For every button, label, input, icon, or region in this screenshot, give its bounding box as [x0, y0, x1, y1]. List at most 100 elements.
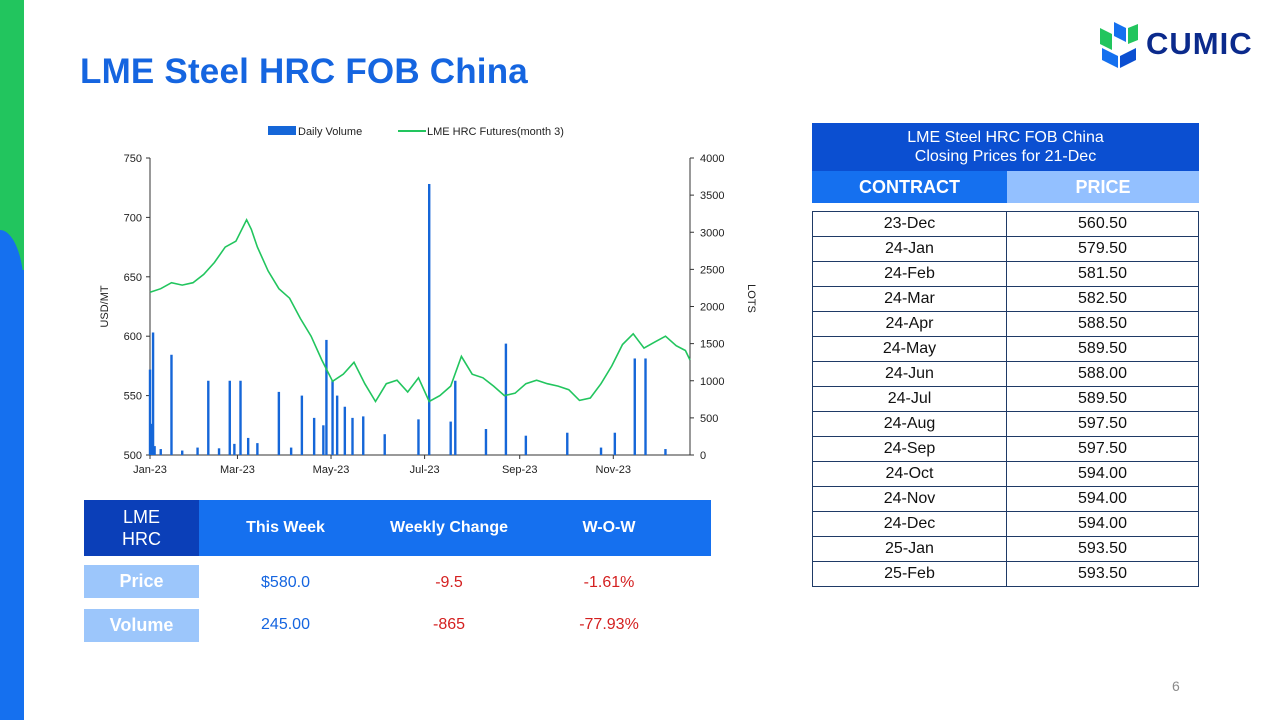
legend-label-futures: LME HRC Futures(month 3): [427, 126, 564, 138]
futures-price-line: [149, 218, 691, 404]
x-tick-label: Jan-23: [133, 464, 167, 476]
volume-bar: [153, 446, 156, 455]
logo-text: CUMIC: [1146, 26, 1253, 61]
price-cell: 589.50: [1006, 386, 1199, 412]
price-cell: 581.50: [1006, 261, 1199, 287]
page-title: LME Steel HRC FOB China: [80, 52, 528, 91]
volume-bar: [335, 395, 339, 455]
y-axis-left-label: USD/MT: [99, 285, 111, 327]
contract-cell: 24-Mar: [812, 286, 1007, 312]
volume-bar: [351, 417, 354, 455]
price-cell: 589.50: [1006, 336, 1199, 362]
closing-price-row: 24-May 589.50: [812, 336, 1199, 362]
volume-bar: [207, 380, 210, 455]
summary-label-line2: HRC: [122, 529, 161, 549]
y-right-tick-label: 4000: [700, 153, 724, 165]
price-cell: 588.50: [1006, 311, 1199, 337]
column-header-price: PRICE: [1007, 171, 1199, 203]
closing-price-row: 24-Apr 588.50: [812, 311, 1199, 337]
price-wow: -1.61%: [583, 574, 635, 591]
price-cell: 593.50: [1006, 561, 1199, 587]
y-left-tick-label: 650: [124, 272, 142, 284]
summary-header: LME HRC This Week Weekly Change W-O-W: [84, 500, 711, 556]
legend-swatch-daily-volume: [268, 126, 296, 135]
closing-prices-subtitle: Closing Prices for 21-Dec: [914, 148, 1097, 165]
volume-bar: [613, 432, 617, 455]
volume-bar: [151, 332, 155, 455]
x-tick-label: May-23: [313, 464, 350, 476]
closing-price-row: 24-Oct 594.00: [812, 461, 1199, 487]
volume-bar: [454, 380, 457, 455]
closing-price-row: 25-Jan 593.50: [812, 536, 1199, 562]
volume-bar: [148, 369, 152, 455]
x-tick-label: Nov-23: [596, 464, 631, 476]
logo-mark-icon: [1100, 22, 1138, 68]
contract-cell: 24-Oct: [812, 461, 1007, 487]
closing-price-row: 24-Nov 594.00: [812, 486, 1199, 512]
column-header-contract: CONTRACT: [812, 171, 1007, 203]
volume-bar: [664, 449, 667, 455]
contract-cell: 24-Nov: [812, 486, 1007, 512]
volume-bar: [449, 421, 452, 455]
volume-bar: [524, 435, 528, 455]
contract-cell: 24-May: [812, 336, 1007, 362]
closing-prices-header: LME Steel HRC FOB China Closing Prices f…: [812, 123, 1199, 171]
price-cell: 579.50: [1006, 236, 1199, 262]
y-left-tick-label: 700: [124, 212, 142, 224]
volume-bar: [343, 406, 347, 455]
volume-bar: [289, 447, 293, 455]
y-left-tick-label: 500: [124, 450, 142, 462]
page-number: 6: [1172, 678, 1180, 694]
closing-price-row: 23-Dec 560.50: [812, 211, 1199, 237]
summary-label: LME HRC: [84, 500, 199, 556]
contract-cell: 24-Sep: [812, 436, 1007, 462]
y-right-tick-label: 500: [700, 413, 718, 425]
closing-price-row: 24-Mar 582.50: [812, 286, 1199, 312]
column-header-wow: W-O-W: [582, 519, 636, 536]
y-right-tick-label: 0: [700, 450, 706, 462]
price-cell: 593.50: [1006, 536, 1199, 562]
price-cell: 597.50: [1006, 411, 1199, 437]
volume-bar: [484, 429, 488, 455]
y-right-tick-label: 1000: [700, 376, 724, 388]
y-right-tick-label: 2000: [700, 302, 724, 314]
contract-cell: 24-Aug: [812, 411, 1007, 437]
volume-bar: [322, 425, 325, 455]
contract-cell: 24-Dec: [812, 511, 1007, 537]
cumic-logo: CUMIC: [1098, 20, 1258, 70]
x-tick-label: Mar-23: [220, 464, 255, 476]
closing-price-row: 24-Sep 597.50: [812, 436, 1199, 462]
volume-bar: [325, 339, 328, 455]
volume-bar: [196, 447, 199, 455]
x-tick-label: Sep-23: [502, 464, 537, 476]
closing-price-row: 24-Dec 594.00: [812, 511, 1199, 537]
volume-bar: [599, 447, 603, 455]
closing-price-row: 24-Feb 581.50: [812, 261, 1199, 287]
closing-price-row: 24-Jun 588.00: [812, 361, 1199, 387]
price-cell: 594.00: [1006, 511, 1199, 537]
volume-bar: [239, 380, 242, 455]
price-cell: 594.00: [1006, 486, 1199, 512]
volume-bar: [217, 448, 221, 455]
price-this-week: $580.0: [261, 574, 310, 591]
left-accent-bar: [0, 0, 24, 720]
volume-bar: [277, 391, 281, 455]
y-axis-right-label: LOTS: [745, 284, 757, 313]
volume-bar: [233, 443, 236, 455]
column-header-weekly-change: Weekly Change: [390, 519, 508, 536]
y-left-tick-label: 600: [124, 331, 142, 343]
volume-bar: [417, 419, 420, 455]
volume-weekly-change: -865: [432, 616, 466, 633]
contract-cell: 25-Feb: [812, 561, 1007, 587]
volume-bar: [633, 358, 636, 455]
x-tick-label: Jul-23: [410, 464, 440, 476]
volume-bar: [256, 443, 259, 455]
volume-bar: [383, 434, 386, 455]
volume-bar: [566, 432, 569, 455]
volume-bar: [228, 380, 231, 455]
contract-cell: 24-Jul: [812, 386, 1007, 412]
volume-bar: [159, 449, 162, 455]
closing-price-row: 24-Aug 597.50: [812, 411, 1199, 437]
closing-price-row: 24-Jul 589.50: [812, 386, 1199, 412]
volume-bar: [504, 343, 508, 455]
